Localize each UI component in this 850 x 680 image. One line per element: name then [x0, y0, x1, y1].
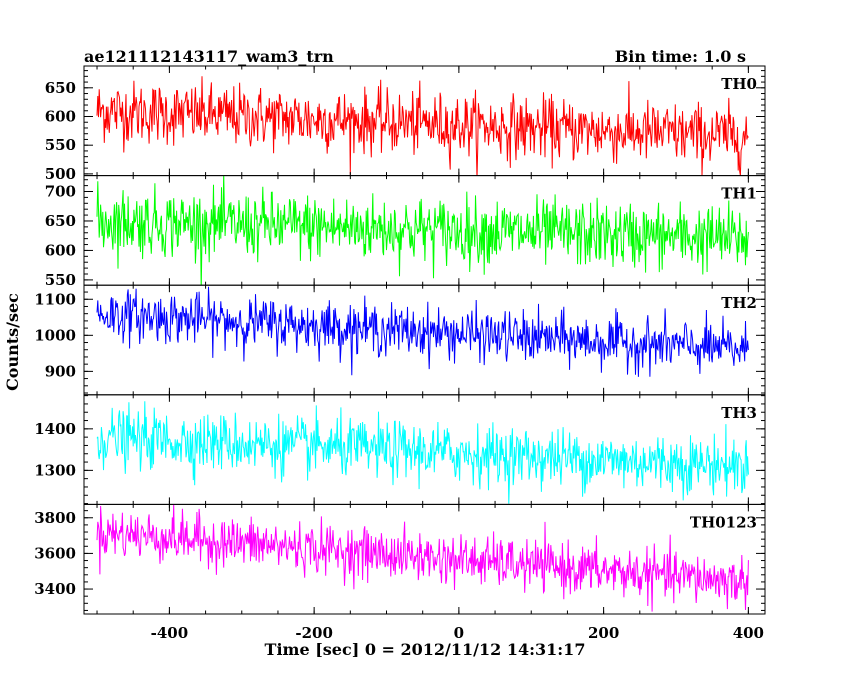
y-tick-label: 1400	[34, 420, 76, 438]
y-tick-label: 550	[45, 271, 76, 289]
y-tick-label: 1000	[34, 326, 76, 344]
bin-time-label: Bin time: 1.0 s	[615, 47, 746, 66]
x-tick-label: 0	[454, 624, 464, 642]
series-label-th0: TH0	[721, 75, 757, 93]
x-tick-label: -200	[295, 624, 333, 642]
panel-th1: 550 600 650 700 TH1	[45, 175, 766, 289]
y-tick-label: 900	[45, 362, 76, 380]
y-tick-label: 700	[45, 183, 76, 201]
y-tick-label: 600	[45, 107, 76, 125]
panels-group: 500 550 600 650 TH0 550 600 650 700 TH1 900 1000 110…	[34, 65, 766, 615]
y-tick-label: 3800	[34, 509, 76, 527]
series-label-th2: TH2	[721, 294, 757, 312]
x-axis-ticks: -400 -200 0 200 400	[151, 624, 764, 642]
panel-th0: 500 550 600 650 TH0	[45, 65, 766, 183]
y-tick-label: 550	[45, 136, 76, 154]
figure-title: ae121112143117_wam3_trn	[84, 47, 334, 66]
series-label-th1: TH1	[721, 185, 757, 203]
x-axis-label: Time [sec] 0 = 2012/11/12 14:31:17	[265, 640, 586, 659]
y-tick-label: 3400	[34, 580, 76, 598]
y-tick-label: 500	[45, 165, 76, 183]
panel-th2: 900 1000 1100 TH2	[34, 284, 766, 396]
series-line-th1	[96, 175, 749, 286]
y-tick-label: 600	[45, 241, 76, 259]
series-line-th0	[96, 76, 749, 176]
y-tick-label: 1100	[34, 290, 76, 308]
x-tick-label: -400	[151, 624, 189, 642]
series-label-th0123: TH0123	[690, 513, 757, 531]
x-tick-label: 400	[733, 624, 764, 642]
series-label-th3: TH3	[721, 404, 757, 422]
y-tick-label: 650	[45, 79, 76, 97]
panel-th3: 1300 1400 TH3	[34, 394, 766, 505]
series-line-th2	[96, 286, 749, 377]
panel-frame	[83, 503, 766, 615]
y-tick-label: 1300	[34, 461, 76, 479]
panel-th0123: 3400 3600 3800 TH0123	[34, 503, 766, 615]
series-line-th3	[96, 401, 749, 504]
x-tick-label: 200	[588, 624, 619, 642]
y-axis-label: Counts/sec	[3, 293, 22, 391]
y-tick-label: 3600	[34, 544, 76, 562]
y-tick-label: 650	[45, 212, 76, 230]
series-line-th0123	[96, 504, 749, 612]
